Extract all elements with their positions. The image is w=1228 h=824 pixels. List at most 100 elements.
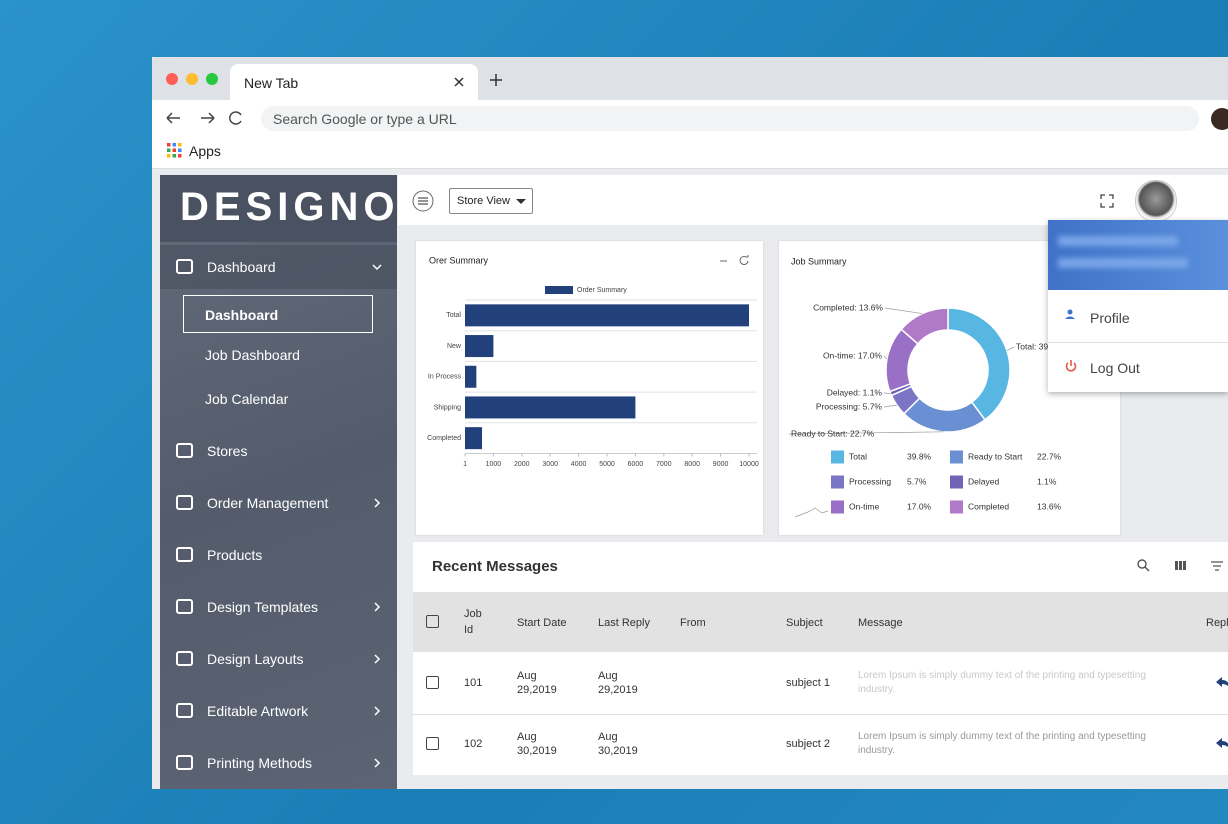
- bookmark[interactable]: Apps: [189, 143, 221, 159]
- nav-sublabel: Dashboard: [205, 307, 279, 323]
- chevron: [374, 706, 381, 716]
- store-view-select[interactable]: Store View: [449, 188, 533, 214]
- icon-shape: [176, 651, 193, 666]
- new-tab[interactable]: [490, 74, 502, 86]
- chevron: [374, 758, 381, 768]
- nav-subitem[interactable]: Dashboard: [160, 295, 397, 339]
- tab-close[interactable]: [454, 77, 464, 87]
- reply-icon[interactable]: [1216, 677, 1228, 689]
- cell: Lorem Ipsum is simply dummy text of the …: [858, 731, 1146, 756]
- profile-avatar[interactable]: [1135, 180, 1177, 222]
- nav-item[interactable]: Design Layouts: [160, 637, 397, 681]
- reply-arrow: [1216, 677, 1228, 687]
- nav-item[interactable]: Stores: [160, 429, 397, 473]
- cell: Aug 29,2019: [598, 670, 638, 696]
- row-divider: [413, 714, 1228, 715]
- apps-icon: [167, 143, 182, 158]
- address-placeholder: Search Google or type a URL: [273, 111, 457, 127]
- nav-label: Editable Artwork: [207, 703, 309, 719]
- close-dot[interactable]: [166, 73, 178, 85]
- nav-subitem[interactable]: Job Dashboard: [160, 333, 397, 377]
- blurred-email: [1058, 258, 1188, 268]
- icon-shape: [176, 259, 193, 274]
- messages-card: Recent Messages Job Id Start Date Last Rep…: [413, 542, 1228, 775]
- tab[interactable]: New Tab: [230, 64, 478, 100]
- nav-item[interactable]: Design Templates: [160, 585, 397, 629]
- card-tools[interactable]: [718, 255, 752, 267]
- nav-label: Order Management: [207, 495, 329, 511]
- chevron-path: [374, 498, 381, 508]
- minimize-dot[interactable]: [186, 73, 198, 85]
- store-view-label: Store View: [457, 195, 510, 207]
- logo-bar: [160, 175, 397, 242]
- nav-icon: [176, 443, 193, 458]
- menu-button[interactable]: [412, 190, 434, 212]
- chevron: [372, 264, 382, 271]
- cell: Aug 29,2019: [517, 670, 557, 696]
- nav-item[interactable]: Printing Methods: [160, 741, 397, 785]
- cell: 102: [464, 738, 483, 750]
- nav-icon: [176, 599, 193, 614]
- nav-label: Stores: [207, 443, 248, 459]
- nav-item[interactable]: Editable Artwork: [160, 689, 397, 733]
- address-bar[interactable]: Search Google or type a URL: [261, 106, 1199, 131]
- nav-label: Design Layouts: [207, 651, 304, 667]
- maximize-dot[interactable]: [206, 73, 218, 85]
- logo: DESIGNO: [180, 185, 397, 229]
- caret: [516, 199, 526, 204]
- nav-sublabel: Job Dashboard: [205, 347, 300, 363]
- nav-item[interactable]: Products: [160, 533, 397, 577]
- nav-label: Printing Methods: [207, 755, 313, 771]
- active-outline: [183, 295, 373, 333]
- profile-menu: Profile Log Out: [1048, 220, 1228, 392]
- reply-icon[interactable]: [1216, 738, 1228, 750]
- chevron-path: [374, 654, 381, 664]
- column-header: Reply: [1206, 617, 1228, 629]
- reply-arrow: [1216, 738, 1228, 748]
- nav-icon: [176, 651, 193, 666]
- nav-icon: [176, 259, 193, 274]
- chevron-path: [374, 602, 381, 612]
- icon-shape: [176, 703, 193, 718]
- nav-icon: [176, 547, 193, 562]
- nav-buttons[interactable]: [166, 110, 246, 126]
- sidebar: DESIGNO Dashboard Dashboard Job Dashboard J…: [160, 175, 397, 789]
- cell: 101: [464, 677, 483, 689]
- fullscreen-icon[interactable]: [1100, 194, 1114, 208]
- icon-shape: [176, 599, 193, 614]
- column-header: Subject: [786, 617, 823, 629]
- nav-label: Products: [207, 547, 263, 563]
- tab-title: New Tab: [244, 75, 299, 91]
- chevron-path: [372, 264, 382, 271]
- menu-item[interactable]: Log Out: [1090, 360, 1140, 376]
- icon-shape: [176, 547, 193, 562]
- profile-icon: [1065, 309, 1075, 319]
- chevron: [374, 498, 381, 508]
- nav-label: Design Templates: [207, 599, 319, 615]
- checkbox[interactable]: [426, 737, 439, 750]
- nav-icon: [176, 703, 193, 718]
- icon-shape: [176, 495, 193, 510]
- column-header: Job Id: [464, 608, 482, 636]
- cell: Aug 30,2019: [517, 731, 557, 757]
- nav-item[interactable]: Dashboard: [160, 245, 397, 289]
- checkbox[interactable]: [426, 615, 439, 628]
- nav-item[interactable]: Order Management: [160, 481, 397, 525]
- nav-subitem[interactable]: Job Calendar: [160, 377, 397, 421]
- column-header: Message: [858, 617, 903, 629]
- nav-sublabel: Job Calendar: [205, 391, 289, 407]
- avatar[interactable]: [1211, 108, 1228, 130]
- menu-item[interactable]: Profile: [1090, 310, 1130, 326]
- profile-header: [1048, 220, 1228, 290]
- column-header: Last Reply: [598, 617, 650, 629]
- menu-divider: [1048, 342, 1228, 343]
- nav-label: Dashboard: [207, 259, 276, 275]
- table-header: [413, 592, 1228, 652]
- checkbox[interactable]: [426, 676, 439, 689]
- table-tools[interactable]: [1137, 559, 1227, 573]
- blurred-name: [1058, 236, 1178, 246]
- cell: subject 1: [786, 677, 831, 689]
- nav-icon: [176, 495, 193, 510]
- logout-icon: [1065, 360, 1077, 372]
